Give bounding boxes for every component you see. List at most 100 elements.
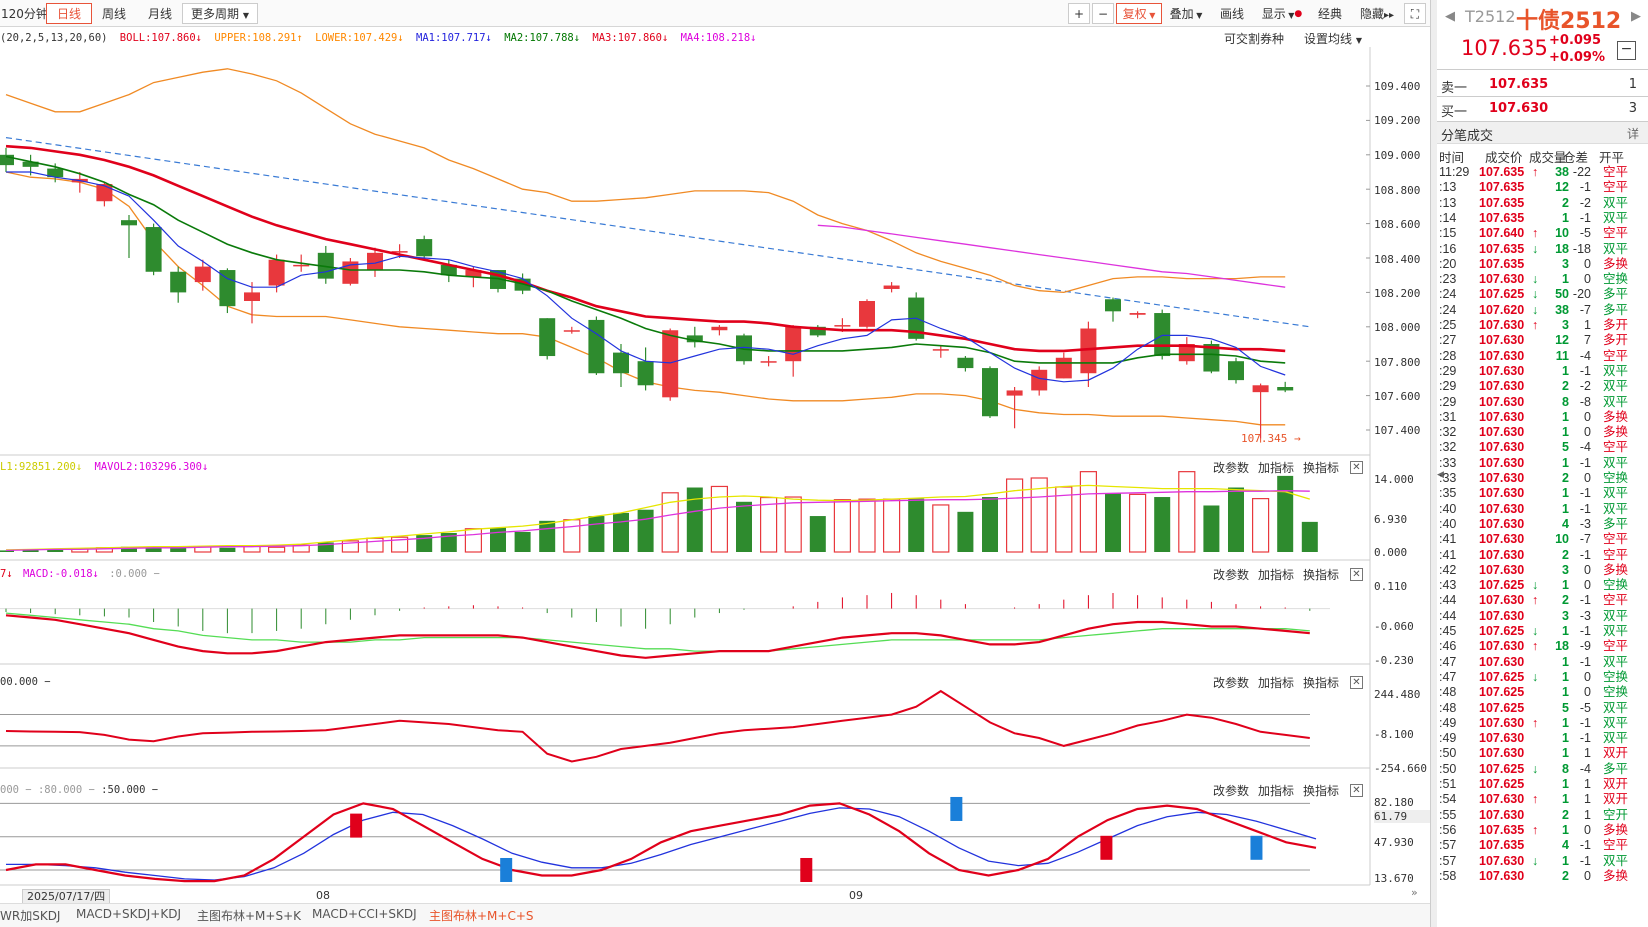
tick-type: 空平 [1603,226,1629,241]
tick-price: 107.630 [1479,608,1525,623]
candle-body [342,261,359,284]
ticks-list[interactable]: 11:29 107.635 ↑ 38 -22 空平:13 107.635 12 -1 空平:13 1… [1437,164,1648,927]
tick-oi: -1 [1579,853,1591,868]
tick-time: :24 [1439,302,1457,317]
tick-volume: 8 [1562,394,1569,409]
hide-panel-button[interactable]: 隐藏▸▸ [1354,3,1400,24]
period-weekly-button[interactable]: 周线 [101,7,126,21]
tick-time: :58 [1439,868,1457,883]
candle-body [859,301,875,327]
set-ma-label: 设置均线 [1304,32,1353,46]
tick-arrow: ↑ [1532,639,1539,654]
tick-price: 107.630 [1479,654,1525,669]
kdj-close-icon[interactable]: ✕ [1350,784,1363,797]
bid1-price: 107.630 [1489,101,1549,116]
tick-type: 空平 [1603,838,1629,853]
more-period-dropdown[interactable]: 更多周期 ▼ [182,3,258,24]
tick-time: :54 [1439,792,1457,807]
cci-close-icon[interactable]: ✕ [1350,676,1363,689]
tick-type: 空换 [1603,578,1629,593]
tick-time: :43 [1439,578,1457,593]
minimize-icon[interactable]: − [1617,41,1636,60]
tick-oi: 0 [1584,409,1591,424]
tick-time: :45 [1439,624,1457,638]
collapse-arrow-icon[interactable]: ◀ [1437,470,1444,480]
tick-oi: -3 [1579,516,1591,531]
tick-oi: 0 [1584,685,1591,700]
vol-tick: 14.000 [1374,473,1414,486]
volume-bar [661,492,679,553]
tick-volume: 1 [1562,715,1569,730]
tick-volume: 5 [1562,440,1569,455]
tick-price: 107.625 [1479,578,1525,593]
tick-volume: 18 [1555,241,1569,256]
macd-modify-params[interactable]: 改参数 [1213,568,1250,582]
kdj-add-indicator[interactable]: 加指标 [1258,784,1295,798]
quote-panel: ◀ ◀ T2512 十债2512 ▶ 107.635 +0.095 +0.09%… [1430,0,1648,927]
tick-type: 空平 [1603,348,1629,363]
tick-row: :33 107.630 2 0 空换 [1437,470,1648,486]
tab-macd-cci-skdj[interactable]: MACD+CCI+SKDJ [312,907,417,921]
tick-price: 107.625 [1479,669,1525,684]
volume-bar [588,516,605,552]
tick-type: 双平 [1603,700,1629,715]
fullscreen-icon[interactable]: ⛶ [1404,3,1426,24]
chart-area[interactable] [0,47,1430,903]
volume-bar [1055,486,1073,553]
tab-boll-m-c-s[interactable]: 主图布林+M+C+S [429,909,534,923]
tick-oi: 0 [1584,272,1591,287]
vol-modify-params[interactable]: 改参数 [1213,461,1250,475]
overlay-dropdown[interactable]: 叠加 ▼ [1164,3,1208,24]
tick-oi: 0 [1584,256,1591,271]
candle-body [1129,313,1146,315]
classic-view-button[interactable]: 经典 [1317,7,1342,21]
prev-contract-icon[interactable]: ◀ [1445,9,1455,24]
fuquan-dropdown[interactable]: 复权 ▼ [1116,3,1162,24]
kdj-swap-indicator[interactable]: 换指标 [1303,784,1340,798]
macd-close-icon[interactable]: ✕ [1350,568,1363,581]
tick-volume: 1 [1562,272,1569,287]
vol-add-indicator[interactable]: 加指标 [1258,461,1295,475]
tick-type: 空换 [1603,272,1629,287]
tick-volume: 1 [1562,746,1569,761]
zoom-out-button[interactable]: − [1092,3,1114,24]
tick-volume: 1 [1562,409,1569,424]
macd-add-indicator[interactable]: 加指标 [1258,568,1295,582]
tick-volume: 1 [1562,425,1569,440]
period-monthly-button[interactable]: 月线 [147,7,172,21]
boll-params: (20,2,5,13,20,60) [0,32,108,44]
cci-tick: -254.660 [1374,762,1427,775]
tick-row: :55 107.630 2 1 空开 [1437,807,1648,823]
kdj-k-line [5,802,1317,883]
vol-close-icon[interactable]: ✕ [1350,461,1363,474]
display-dropdown[interactable]: 显示 ▼● [1258,3,1306,24]
zoom-in-button[interactable]: + [1068,3,1090,24]
candle-body [194,266,211,283]
panel-splitter[interactable] [1431,0,1437,927]
scroll-right-icon[interactable]: » [1411,886,1418,899]
cci-modify-params[interactable]: 改参数 [1213,676,1250,690]
next-contract-icon[interactable]: ▶ [1631,9,1641,24]
period-daily-button[interactable]: 日线 [46,3,92,24]
candle-body [293,264,310,267]
vol-swap-indicator[interactable]: 换指标 [1303,461,1340,475]
volume-bar [1203,505,1220,552]
kdj-modify-params[interactable]: 改参数 [1213,784,1250,798]
col-volume: 成交量 [1529,150,1567,165]
ticks-detail-button[interactable]: 详 [1627,127,1640,141]
kdj-signal-mark [1250,835,1263,860]
tab-wr-skdj[interactable]: WR加SKDJ [0,909,61,923]
draw-line-button[interactable]: 画线 [1219,7,1244,21]
tick-oi: -1 [1579,547,1591,562]
tick-type: 空平 [1603,593,1629,608]
tab-boll-m-s-k[interactable]: 主图布林+M+S+K [197,909,302,923]
low-price-label: 107.345 [1241,432,1288,445]
cci-add-indicator[interactable]: 加指标 [1258,676,1295,690]
tab-macd-skdj-kdj[interactable]: MACD+SKDJ+KDJ [76,907,181,921]
deliverable-bonds-link[interactable]: 可交割券种 [1224,32,1285,46]
cci-swap-indicator[interactable]: 换指标 [1303,676,1340,690]
macd-swap-indicator[interactable]: 换指标 [1303,568,1340,582]
period-120min-button[interactable]: 120分钟 [1,7,48,21]
tick-time: :47 [1439,669,1457,684]
set-ma-dropdown[interactable]: 设置均线 ▼ [1304,30,1362,47]
